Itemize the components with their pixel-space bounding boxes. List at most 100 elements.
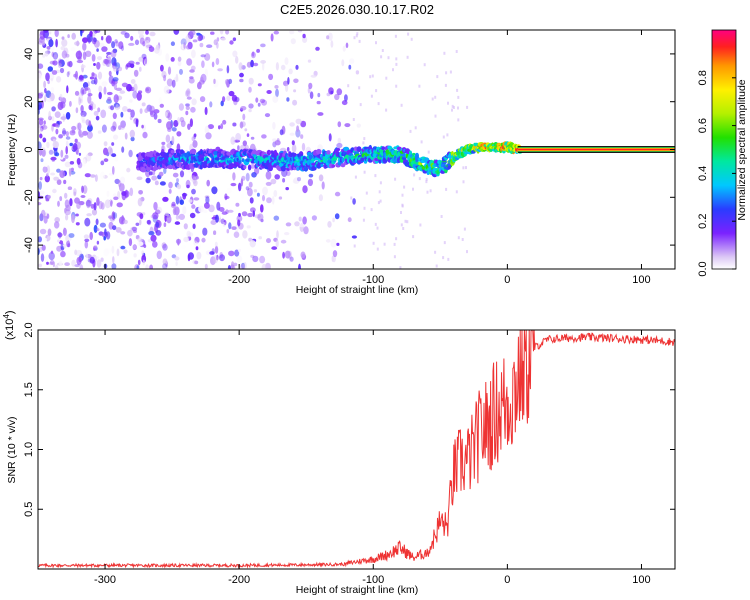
heatmap-noise-cell xyxy=(190,106,196,113)
heatmap-noise-cell xyxy=(164,112,168,117)
heatmap-noise-cell xyxy=(46,98,52,103)
heatmap-noise-cell xyxy=(237,219,241,227)
heatmap-noise-cell xyxy=(55,38,58,48)
heatmap-noise-cell xyxy=(270,33,274,42)
heatmap-signal-cell xyxy=(343,146,350,152)
heatmap-noise-cell xyxy=(264,262,271,269)
heatmap-noise-cell xyxy=(262,194,265,202)
heatmap-noise-cell xyxy=(273,215,280,221)
heatmap-signal-cell xyxy=(202,163,207,168)
heatmap-noise-cell xyxy=(337,137,342,144)
heatmap-noise-cell xyxy=(191,136,196,142)
heatmap-noise-cell xyxy=(171,135,175,145)
heatmap-noise-cell xyxy=(75,249,83,257)
heatmap-noise-cell xyxy=(226,65,230,74)
heatmap-noise-cell xyxy=(171,79,176,88)
heatmap-noise-cell xyxy=(271,246,278,250)
heatmap-noise-cell xyxy=(39,31,46,40)
heatmap-noise-cell xyxy=(119,90,126,94)
heatmap-noise-cell xyxy=(257,213,264,221)
heatmap-noise-cell xyxy=(136,176,143,181)
heatmap-noise-cell xyxy=(98,85,103,93)
colorbar-tick-label: 0.8 xyxy=(697,70,709,85)
heatmap-noise-cell xyxy=(443,51,446,55)
heatmap-noise-cell xyxy=(318,174,324,182)
heatmap-signal-cell xyxy=(180,149,184,155)
heatmap-noise-cell xyxy=(53,176,60,181)
heatmap-noise-cell xyxy=(311,215,317,221)
heatmap-noise-cell xyxy=(49,261,54,266)
heatmap-noise-cell xyxy=(71,130,76,134)
heatmap-noise-cell xyxy=(143,244,147,249)
heatmap-noise-cell xyxy=(210,31,215,35)
heatmap-noise-cell xyxy=(336,242,340,246)
colorbar-tick-label: 0.6 xyxy=(697,118,709,133)
heatmap-noise-cell xyxy=(183,223,188,230)
heatmap-noise-cell xyxy=(99,222,106,228)
heatmap-noise-cell xyxy=(266,197,272,204)
heatmap-noise-cell xyxy=(399,266,402,269)
snr-x-ticks: -300 -200 -100 0 100 xyxy=(94,330,651,586)
heatmap-noise-cell xyxy=(98,91,102,100)
heatmap-noise-cell xyxy=(286,147,290,152)
heatmap-noise-cell xyxy=(455,190,458,194)
heatmap-noise-cell xyxy=(253,189,258,193)
heatmap-signal-cell xyxy=(167,165,174,170)
heatmap-noise-cell xyxy=(79,133,84,138)
snr-x-axis-label: Height of straight line (km) xyxy=(296,584,419,596)
heatmap-signal-cell xyxy=(316,148,322,155)
heatmap-noise-cell xyxy=(96,48,99,52)
heatmap-y-tick-label: 40 xyxy=(23,48,35,60)
heatmap-noise-cell xyxy=(52,138,56,143)
heatmap-noise-cell xyxy=(78,93,83,102)
heatmap-noise-cell xyxy=(358,86,361,90)
heatmap-noise-cell xyxy=(100,257,104,262)
heatmap-signal-cell xyxy=(170,149,175,154)
heatmap-noise-cell xyxy=(70,46,76,52)
heatmap-noise-cell xyxy=(38,181,42,190)
heatmap-signal-cell xyxy=(320,163,324,167)
heatmap-noise-cell xyxy=(43,30,49,33)
heatmap-noise-cell xyxy=(238,212,241,217)
heatmap-noise-cell xyxy=(144,108,149,114)
heatmap-noise-cell xyxy=(74,41,80,46)
heatmap-noise-cell xyxy=(60,250,66,258)
heatmap-noise-cell xyxy=(68,233,75,238)
heatmap-noise-cell xyxy=(108,215,113,219)
heatmap-noise-cell xyxy=(96,197,100,206)
heatmap-noise-cell xyxy=(345,42,349,49)
heatmap-noise-cell xyxy=(285,83,289,92)
heatmap-noise-cell xyxy=(138,56,143,62)
heatmap-noise-cell xyxy=(163,222,167,227)
heatmap-noise-cell xyxy=(75,107,79,114)
heatmap-noise-cell xyxy=(46,261,49,265)
heatmap-noise-cell xyxy=(425,177,428,181)
heatmap-noise-cell xyxy=(245,186,250,191)
heatmap-noise-cell xyxy=(38,127,43,133)
heatmap-noise-cell xyxy=(68,167,72,177)
heatmap-noise-cell xyxy=(67,70,71,75)
heatmap-noise-cell xyxy=(177,117,181,124)
heatmap-noise-cell xyxy=(326,35,330,40)
heatmap-noise-cell xyxy=(198,205,204,213)
heatmap-noise-cell xyxy=(370,208,373,212)
heatmap-noise-cell xyxy=(189,212,196,219)
heatmap-noise-cell xyxy=(112,212,118,219)
heatmap-noise-cell xyxy=(275,88,279,98)
heatmap-noise-cell xyxy=(141,250,145,256)
heatmap-noise-cell xyxy=(39,176,43,181)
heatmap-noise-cell xyxy=(284,232,290,236)
heatmap-noise-cell xyxy=(90,174,96,178)
heatmap-noise-cell xyxy=(166,78,173,87)
heatmap-noise-cell xyxy=(94,174,98,182)
heatmap-noise-cell xyxy=(111,245,115,254)
heatmap-noise-cell xyxy=(275,62,279,71)
heatmap-noise-cell xyxy=(250,51,256,59)
heatmap-noise-cell xyxy=(175,215,180,220)
heatmap-noise-cell xyxy=(372,241,375,245)
heatmap-noise-cell xyxy=(213,39,218,46)
heatmap-noise-cell xyxy=(87,95,92,104)
heatmap-noise-cell xyxy=(179,68,183,75)
heatmap-noise-cell xyxy=(114,39,118,44)
heatmap-noise-cell xyxy=(67,61,71,67)
